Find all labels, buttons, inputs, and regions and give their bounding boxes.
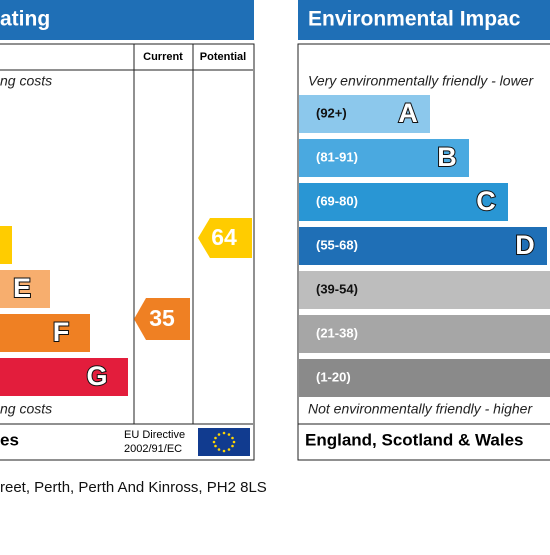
directive: 2002/91/EC: [124, 443, 182, 455]
band: [299, 139, 469, 177]
band-letter: C: [476, 186, 496, 216]
band-letter: A: [398, 98, 418, 128]
band: [0, 226, 12, 264]
band: [299, 95, 430, 133]
current-rating: 35: [149, 305, 175, 331]
note: ng costs: [0, 401, 52, 417]
band-range: (21-38): [316, 325, 358, 340]
left-box: [0, 43, 255, 461]
band: [0, 358, 128, 396]
note: ng costs: [0, 73, 52, 89]
right-header: [298, 0, 550, 40]
footer: England, Scotland & Wales: [305, 430, 524, 449]
band: [299, 359, 550, 397]
note: Not environmentally friendly - higher: [308, 401, 533, 417]
note: Very environmentally friendly - lower: [308, 73, 534, 89]
potential-arrow: [198, 218, 252, 258]
address: reet, Perth, Perth And Kinross, PH2 8LS: [0, 479, 267, 496]
band-letter: D: [515, 230, 535, 260]
band-range: (69-80): [316, 193, 358, 208]
band-range: (92+): [316, 105, 347, 120]
band-range: (39-54): [316, 281, 358, 296]
band-letter: B: [437, 142, 457, 172]
current-arrow: [134, 298, 190, 340]
left-title: ating: [0, 8, 50, 31]
directive: EU Directive: [124, 429, 185, 441]
band-range: (81-91): [316, 149, 358, 164]
band: [299, 227, 547, 265]
column-header: Current: [143, 51, 183, 63]
right-title: Environmental Impac: [308, 8, 521, 31]
band: [299, 183, 508, 221]
footer: es: [0, 430, 19, 449]
band: [0, 270, 50, 308]
potential-rating: 64: [211, 224, 237, 250]
column-header: Potential: [200, 51, 246, 63]
band-letter: F: [53, 317, 70, 347]
band: [0, 314, 90, 352]
band-letter: E: [13, 273, 31, 303]
band-letter: G: [86, 361, 107, 391]
bands: (92+) A (81-91) B (69-80) C (55-68) D (39-54) (21…: [299, 95, 550, 397]
band-range: (55-68): [316, 237, 358, 252]
band-range: (1-20): [316, 369, 351, 384]
band: [299, 271, 550, 309]
left-header: [0, 0, 254, 40]
right-box: [297, 43, 550, 461]
eu-stars: [212, 431, 236, 453]
band: [299, 315, 550, 353]
